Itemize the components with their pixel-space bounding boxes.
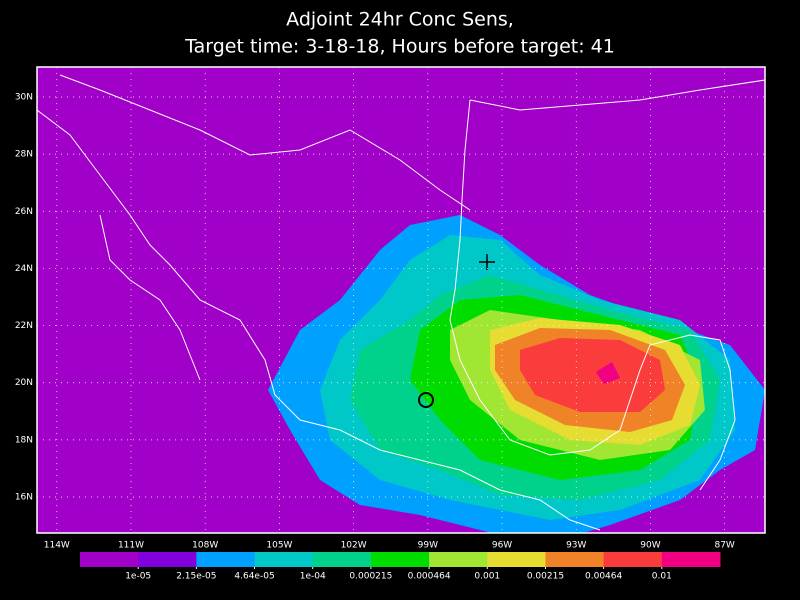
colorbar-box bbox=[312, 552, 372, 567]
x-tick-label: 105W bbox=[266, 541, 292, 551]
y-tick-label: 26N bbox=[15, 207, 33, 217]
colorbar-box bbox=[138, 552, 197, 567]
grid bbox=[37, 67, 765, 533]
coastline bbox=[99, 214, 201, 381]
coastline bbox=[469, 79, 765, 111]
colorbar-box bbox=[661, 552, 721, 567]
x-tick-label: 93W bbox=[566, 541, 586, 551]
colorbar-label: 0.00215 bbox=[527, 572, 564, 582]
x-tick-label: 96W bbox=[492, 541, 512, 551]
y-tick-label: 28N bbox=[15, 150, 33, 160]
colorbar-label: 0.000215 bbox=[349, 572, 392, 582]
x-tick-label: 108W bbox=[192, 541, 218, 551]
colorbar-box bbox=[370, 552, 430, 567]
y-tick-label: 16N bbox=[15, 493, 33, 503]
y-tick-label: 18N bbox=[15, 435, 33, 445]
colorbar-box bbox=[429, 552, 488, 567]
colorbar-label: 1e-05 bbox=[125, 572, 151, 582]
colorbar-label: 0.001 bbox=[474, 572, 500, 582]
coastline bbox=[37, 109, 601, 531]
colorbar-label: 0.01 bbox=[652, 572, 672, 582]
colorbar-label: 2.15e-05 bbox=[176, 572, 216, 582]
colorbar-label: 0.000464 bbox=[408, 572, 451, 582]
map-area bbox=[37, 67, 765, 533]
colorbar-label: 1e-04 bbox=[300, 572, 326, 582]
coastline bbox=[59, 74, 471, 211]
coastline bbox=[449, 99, 736, 491]
source-marker bbox=[418, 392, 434, 408]
colorbar-box bbox=[196, 552, 256, 567]
x-tick-label: 102W bbox=[341, 541, 367, 551]
colorbar-label: 0.00464 bbox=[585, 572, 622, 582]
x-tick-label: 114W bbox=[44, 541, 70, 551]
colorbar-box bbox=[603, 552, 663, 567]
contour bbox=[596, 362, 620, 384]
colorbar-box bbox=[545, 552, 605, 567]
title-line: Adjoint 24hr Conc Sens, bbox=[286, 9, 514, 31]
y-tick-label: 30N bbox=[15, 93, 33, 103]
x-tick-label: 90W bbox=[640, 541, 660, 551]
colorbar-box bbox=[487, 552, 546, 567]
y-tick-label: 20N bbox=[15, 378, 33, 388]
colorbar-label: 4.64e-05 bbox=[234, 572, 274, 582]
colorbar-box bbox=[254, 552, 314, 567]
y-tick-label: 22N bbox=[15, 321, 33, 331]
contour bbox=[520, 338, 665, 412]
y-tick-label: 24N bbox=[15, 264, 33, 274]
map-frame bbox=[36, 66, 766, 534]
x-tick-label: 87W bbox=[714, 541, 734, 551]
colorbar-box bbox=[80, 552, 139, 567]
x-tick-label: 111W bbox=[118, 541, 144, 551]
x-tick-label: 99W bbox=[418, 541, 438, 551]
title-line: Target time: 3-18-18, Hours before targe… bbox=[184, 36, 615, 58]
